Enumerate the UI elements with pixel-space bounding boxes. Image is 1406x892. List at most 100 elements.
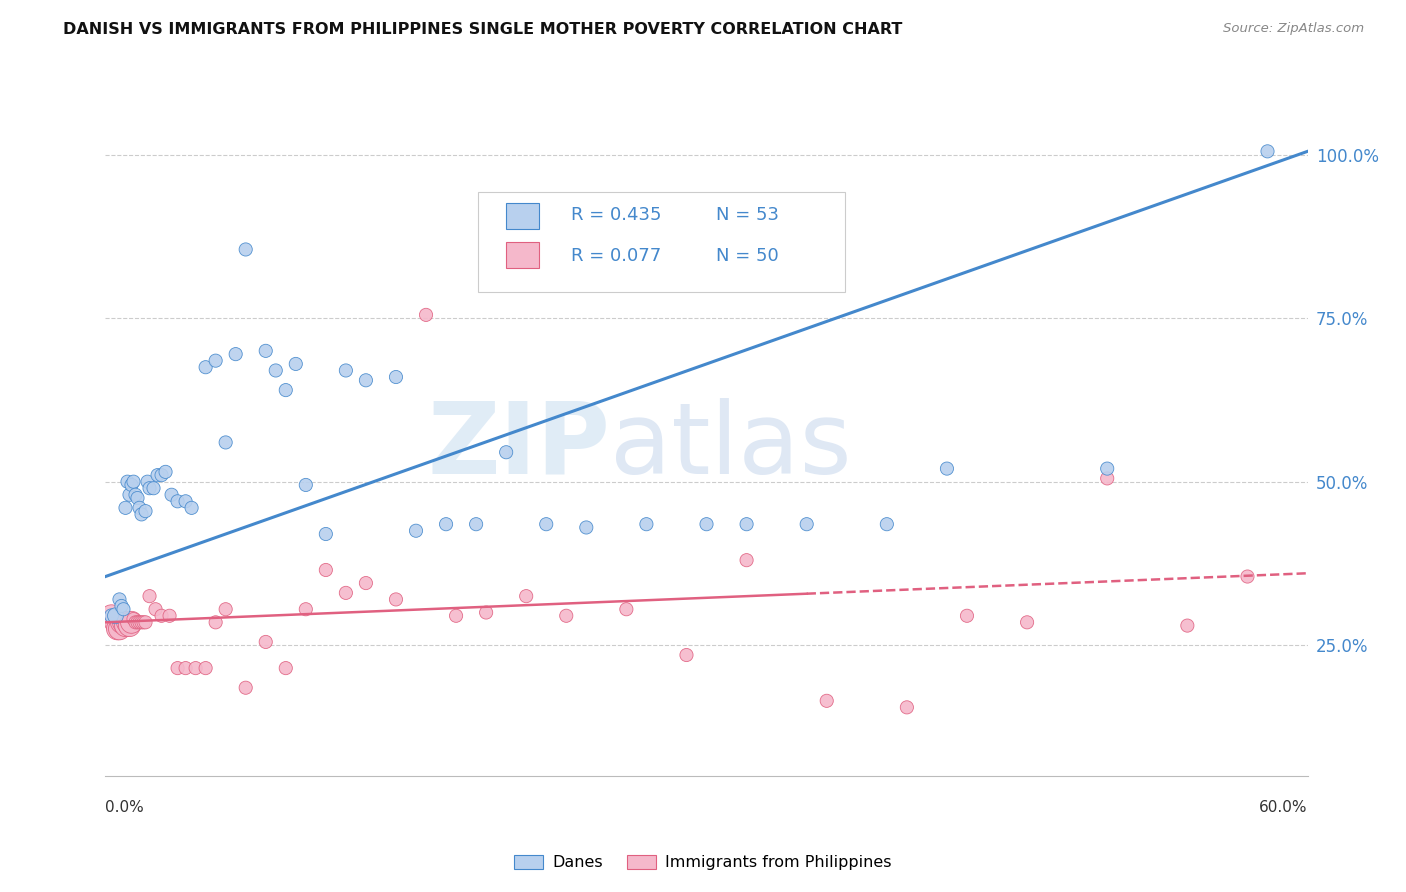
Point [735, 517, 758, 532]
Point [117, 615, 139, 630]
Point [335, 363, 357, 377]
Text: 60.0%: 60.0% [1260, 800, 1308, 814]
Point [112, 615, 135, 630]
Point [214, 602, 236, 616]
Point [534, 517, 557, 532]
Point [110, 599, 132, 613]
FancyBboxPatch shape [506, 202, 540, 228]
Point [112, 602, 135, 616]
Point [127, 615, 149, 630]
Point [254, 635, 277, 649]
Point [150, 608, 173, 623]
Text: atlas: atlas [610, 398, 852, 495]
Point [295, 602, 318, 616]
Point [354, 576, 377, 591]
Point [434, 517, 457, 532]
Point [1017, 615, 1039, 630]
Point [796, 517, 818, 532]
Point [235, 681, 257, 695]
Point [575, 520, 598, 534]
Point [385, 370, 408, 384]
Point [956, 608, 979, 623]
Point [204, 615, 226, 630]
Point [184, 661, 207, 675]
Point [675, 648, 697, 662]
Point [159, 608, 181, 623]
Point [1097, 461, 1119, 475]
Point [100, 608, 122, 623]
Point [135, 615, 157, 630]
Point [118, 618, 141, 632]
Point [264, 363, 287, 377]
Point [174, 494, 197, 508]
Point [174, 661, 197, 675]
Point [284, 357, 307, 371]
Point [114, 500, 136, 515]
Point [121, 478, 143, 492]
Point [225, 347, 247, 361]
Point [135, 504, 157, 518]
Point [696, 517, 718, 532]
Text: R = 0.077: R = 0.077 [571, 247, 661, 265]
Point [127, 491, 149, 505]
Point [132, 615, 155, 630]
Point [616, 602, 638, 616]
Text: N = 50: N = 50 [716, 247, 779, 265]
Point [136, 475, 159, 489]
Point [138, 481, 160, 495]
Point [354, 373, 377, 387]
Point [235, 243, 257, 257]
Point [465, 517, 488, 532]
Point [107, 622, 129, 636]
Point [495, 445, 517, 459]
Point [122, 612, 145, 626]
Point [936, 461, 959, 475]
FancyBboxPatch shape [506, 242, 540, 268]
Text: Source: ZipAtlas.com: Source: ZipAtlas.com [1223, 22, 1364, 36]
Point [315, 527, 337, 541]
Point [896, 700, 918, 714]
Point [1097, 471, 1119, 485]
Text: DANISH VS IMMIGRANTS FROM PHILIPPINES SINGLE MOTHER POVERTY CORRELATION CHART: DANISH VS IMMIGRANTS FROM PHILIPPINES SI… [63, 22, 903, 37]
Point [128, 615, 150, 630]
Point [515, 589, 537, 603]
Point [150, 468, 173, 483]
Point [121, 615, 143, 630]
Point [335, 586, 357, 600]
Point [124, 615, 146, 630]
Text: ZIP: ZIP [427, 398, 610, 495]
Point [194, 661, 217, 675]
Point [155, 465, 177, 479]
Point [124, 488, 146, 502]
Point [114, 618, 136, 632]
Legend: Danes, Immigrants from Philippines: Danes, Immigrants from Philippines [508, 848, 898, 877]
Point [444, 608, 467, 623]
Point [876, 517, 898, 532]
Point [415, 308, 437, 322]
Point [735, 553, 758, 567]
Point [475, 606, 498, 620]
Point [405, 524, 427, 538]
Point [146, 468, 169, 483]
Point [274, 661, 297, 675]
Point [117, 475, 139, 489]
Point [110, 615, 132, 630]
Point [1257, 145, 1279, 159]
Point [160, 488, 183, 502]
Point [204, 353, 226, 368]
Text: 0.0%: 0.0% [105, 800, 145, 814]
Text: R = 0.435: R = 0.435 [571, 206, 661, 224]
Point [194, 360, 217, 375]
Point [815, 694, 838, 708]
Point [104, 608, 127, 623]
Point [166, 494, 188, 508]
Point [122, 475, 145, 489]
Point [100, 608, 122, 623]
Point [555, 608, 578, 623]
Point [295, 478, 318, 492]
Point [1177, 618, 1199, 632]
FancyBboxPatch shape [478, 193, 845, 292]
Text: N = 53: N = 53 [716, 206, 779, 224]
Point [118, 488, 141, 502]
Point [142, 481, 165, 495]
